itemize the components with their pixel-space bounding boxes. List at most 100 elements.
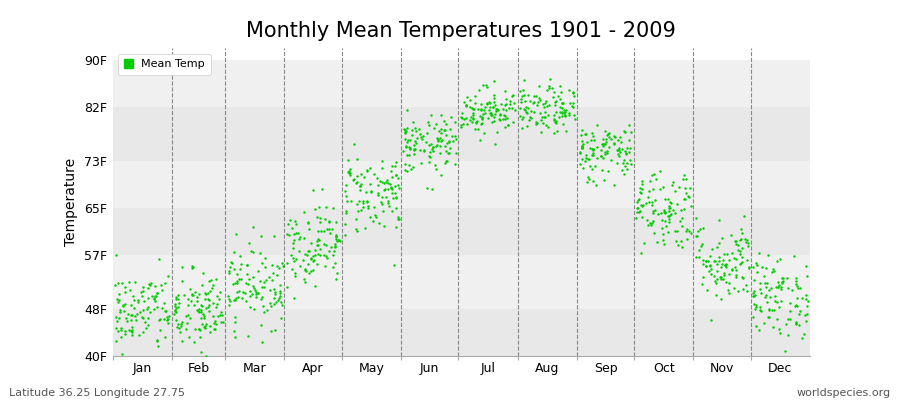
Point xyxy=(653,210,668,216)
Point xyxy=(456,116,471,122)
Point xyxy=(287,272,302,279)
Point xyxy=(186,264,201,270)
Point xyxy=(554,109,568,115)
Point xyxy=(292,248,306,254)
Point xyxy=(328,244,342,250)
Point xyxy=(385,194,400,201)
Point xyxy=(308,206,322,212)
Point xyxy=(155,287,169,293)
Point xyxy=(580,139,595,145)
Point xyxy=(502,105,517,111)
Point xyxy=(307,256,321,263)
Point xyxy=(596,136,610,142)
Point xyxy=(434,172,448,178)
Point xyxy=(499,101,513,107)
Point xyxy=(283,216,297,223)
Point xyxy=(230,279,244,286)
Point xyxy=(633,188,647,195)
Point xyxy=(576,140,590,147)
Point xyxy=(731,246,745,253)
Point xyxy=(487,78,501,84)
Point xyxy=(630,199,644,206)
Point xyxy=(389,159,403,165)
Point xyxy=(342,168,356,174)
Point xyxy=(107,282,122,288)
Point xyxy=(304,255,319,261)
Point xyxy=(472,113,487,120)
Point xyxy=(405,132,419,138)
Point xyxy=(684,202,698,209)
Point xyxy=(778,348,792,354)
Point xyxy=(228,318,242,325)
Point xyxy=(684,230,698,236)
Point xyxy=(176,338,190,344)
Point xyxy=(600,131,615,137)
Point xyxy=(230,288,244,295)
Point xyxy=(575,144,590,151)
Point xyxy=(558,109,572,115)
Point xyxy=(429,143,444,150)
Point xyxy=(152,326,166,333)
Point xyxy=(758,294,772,300)
Point xyxy=(160,317,175,324)
Point xyxy=(328,241,342,247)
Point xyxy=(272,295,286,301)
Point xyxy=(198,305,212,312)
Point xyxy=(736,286,751,292)
Point xyxy=(348,216,363,222)
Point xyxy=(340,198,355,204)
Point xyxy=(210,293,224,299)
Point xyxy=(633,207,647,214)
Point xyxy=(480,101,494,108)
Point xyxy=(602,134,616,140)
Point xyxy=(733,248,747,254)
Point xyxy=(303,268,318,275)
Point xyxy=(157,300,171,306)
Point xyxy=(111,280,125,286)
Point xyxy=(338,208,353,214)
Point xyxy=(253,278,267,284)
Point xyxy=(465,118,480,125)
Point xyxy=(557,107,572,113)
Point xyxy=(310,242,324,249)
Point xyxy=(758,279,772,286)
Point xyxy=(139,324,153,331)
Point xyxy=(114,324,129,331)
Point xyxy=(612,152,626,159)
Point xyxy=(596,154,610,161)
Point xyxy=(722,271,736,278)
Point xyxy=(420,130,435,136)
Point xyxy=(498,88,512,95)
Point xyxy=(246,283,260,289)
Point xyxy=(332,237,347,243)
Point xyxy=(562,110,576,117)
Point xyxy=(514,96,528,102)
Point xyxy=(753,286,768,292)
Point xyxy=(270,297,284,303)
Point xyxy=(645,172,660,178)
Point xyxy=(407,142,421,148)
Point xyxy=(506,92,520,98)
Point xyxy=(699,258,714,264)
Point xyxy=(401,162,416,168)
Point xyxy=(790,295,805,301)
Point xyxy=(339,193,354,199)
Point xyxy=(298,278,312,285)
Point xyxy=(623,144,637,151)
Point xyxy=(539,122,554,128)
Point xyxy=(280,284,294,290)
Point xyxy=(615,166,629,173)
Point xyxy=(756,320,770,326)
Point xyxy=(254,232,268,239)
Point xyxy=(377,186,392,193)
Point xyxy=(196,311,211,318)
Point xyxy=(265,262,279,268)
Point xyxy=(677,196,691,202)
Point xyxy=(585,146,599,153)
Point xyxy=(168,317,183,323)
Point xyxy=(768,298,782,304)
Point xyxy=(675,223,689,229)
Point xyxy=(326,264,340,270)
Point xyxy=(662,228,676,235)
Point xyxy=(715,261,729,268)
